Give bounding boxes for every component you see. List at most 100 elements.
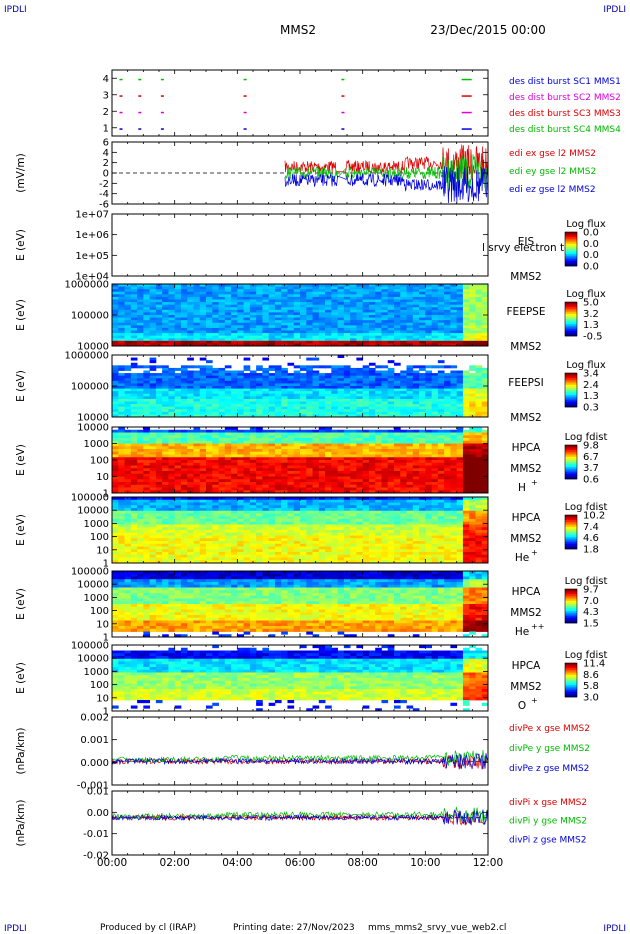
heatmap-cell [343,505,351,509]
heatmap-cell [274,429,282,433]
heatmap-cell [274,443,282,447]
heatmap-cell [237,497,244,501]
heatmap-cell [406,333,414,337]
heatmap-cell [199,476,207,480]
colorbar-segment [565,255,577,258]
heatmap-cell [256,510,263,514]
heatmap-cell [143,393,150,397]
heatmap-cell [362,370,370,374]
heatmap-cell [444,457,451,461]
heatmap-cell [325,317,332,321]
heatmap-cell [300,375,307,379]
heatmap-cell [375,508,382,512]
heatmap-cell [375,411,382,415]
heatmap-cell [180,406,188,410]
heatmap-cell [481,325,489,329]
heatmap-cell [394,406,401,410]
heatmap-cell [212,284,219,287]
heatmap-cell [368,294,376,298]
heatmap-cell [481,471,489,475]
heatmap-cell [287,343,295,347]
heatmap-cell [306,304,313,308]
heatmap-cell [325,471,332,475]
heatmap-cell [118,446,125,450]
heatmap-cell [199,284,207,287]
heatmap-cell [168,508,176,512]
heatmap-cell [331,388,338,392]
heatmap-cell [400,443,407,447]
heatmap-cell [375,505,382,509]
heatmap-cell [231,471,238,475]
heatmap-cell [343,291,351,295]
heatmap-cell [325,476,332,480]
heatmap-cell [237,502,244,506]
heatmap-cell [431,505,439,509]
heatmap-cell [268,286,276,290]
heatmap-cell [362,286,370,290]
heatmap-cell [124,286,132,290]
heatmap-cell [149,409,157,413]
colorbar-segment [565,455,577,458]
heatmap-cell [444,383,451,387]
heatmap-cell [187,299,194,303]
colorbar-segment [565,334,577,337]
heatmap-cell [155,304,163,308]
heatmap-cell [174,335,182,339]
heatmap-cell [287,383,295,387]
heatmap-cell [281,317,288,321]
heatmap-cell [419,443,426,447]
heatmap-cell [450,497,458,501]
heatmap-cell [212,380,219,384]
heatmap-cell [350,476,357,480]
heatmap-cell [137,487,144,491]
heatmap-cell [168,284,176,287]
y-tick-label: 6 [103,138,109,149]
heatmap-cell [331,411,338,415]
heatmap-cell [237,307,244,311]
y-tick-label: 1 [103,123,109,134]
heatmap-cell [243,476,251,480]
heatmap-cell [356,393,364,397]
heatmap-cell [168,320,176,324]
heatmap-cell [143,383,150,387]
heatmap-cell [243,286,251,290]
heatmap-cell [412,396,420,400]
heatmap-cell [112,312,119,316]
heatmap-cell [375,286,382,290]
heatmap-cell [419,296,426,300]
heatmap-cell [137,497,144,501]
heatmap-cell [331,398,338,402]
heatmap-cell [381,484,389,488]
heatmap-cell [130,429,138,433]
heatmap-cell [256,312,263,316]
heatmap-cell [350,508,357,512]
heatmap-cell [237,304,244,308]
heatmap-cell [193,502,201,506]
heatmap-cell [206,289,213,293]
heatmap-cell [149,380,157,384]
burst-mark [461,78,472,81]
heatmap-cell [212,482,219,486]
heatmap-cell [268,404,276,408]
heatmap-cell [331,406,338,410]
heatmap-cell [412,378,420,382]
heatmap-cell [450,340,458,344]
heatmap-cell [130,289,138,293]
heatmap-cell [375,320,382,324]
heatmap-cell [218,302,226,306]
heatmap-cell [387,404,395,408]
heatmap-cell [456,435,464,439]
heatmap-cell [187,435,194,439]
heatmap-cell [431,327,439,331]
heatmap-cell [224,484,232,488]
heatmap-cell [356,476,364,480]
heatmap-cell [300,333,307,337]
heatmap-cell [149,414,157,418]
heatmap-cell [350,429,357,433]
heatmap-cell [481,497,489,501]
heatmap-cell [149,482,157,486]
heatmap-cell [444,299,451,303]
heatmap-cell [118,432,125,436]
heatmap-cell [350,315,357,318]
heatmap-cell [218,317,226,321]
